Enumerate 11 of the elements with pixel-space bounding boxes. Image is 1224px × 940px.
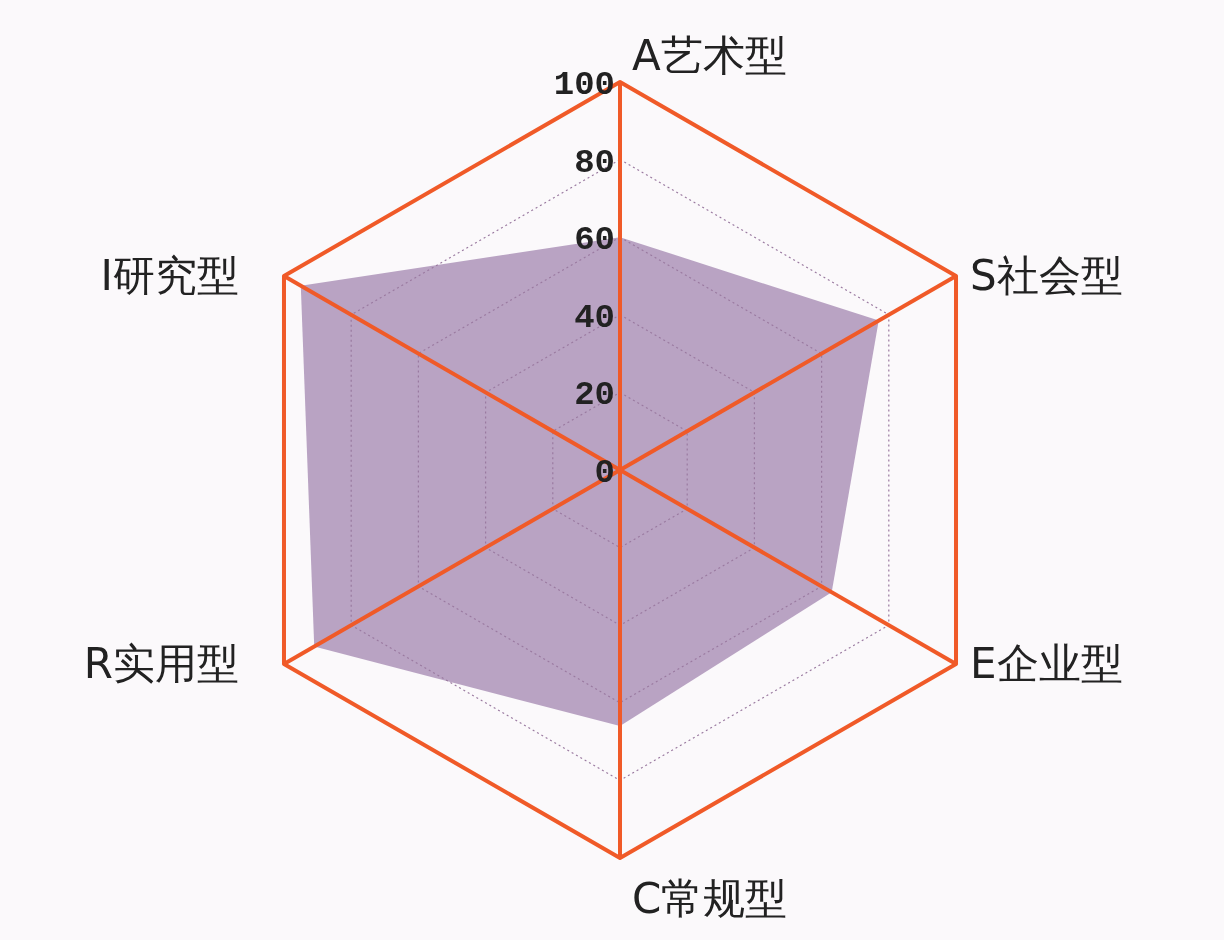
spoke-label: E企业型 [970,639,1123,688]
spoke-label: C常规型 [632,874,788,923]
y-tick-label: 20 [574,376,615,415]
spoke-label: R实用型 [83,639,239,688]
spoke-label: S社会型 [970,251,1123,300]
spoke-label: A艺术型 [632,31,787,80]
y-tick-label: 100 [553,66,615,104]
spoke-label: I研究型 [100,251,239,300]
y-tick-label: 80 [574,143,615,182]
y-tick-label: 60 [574,221,615,260]
y-tick-label: 40 [574,298,615,337]
